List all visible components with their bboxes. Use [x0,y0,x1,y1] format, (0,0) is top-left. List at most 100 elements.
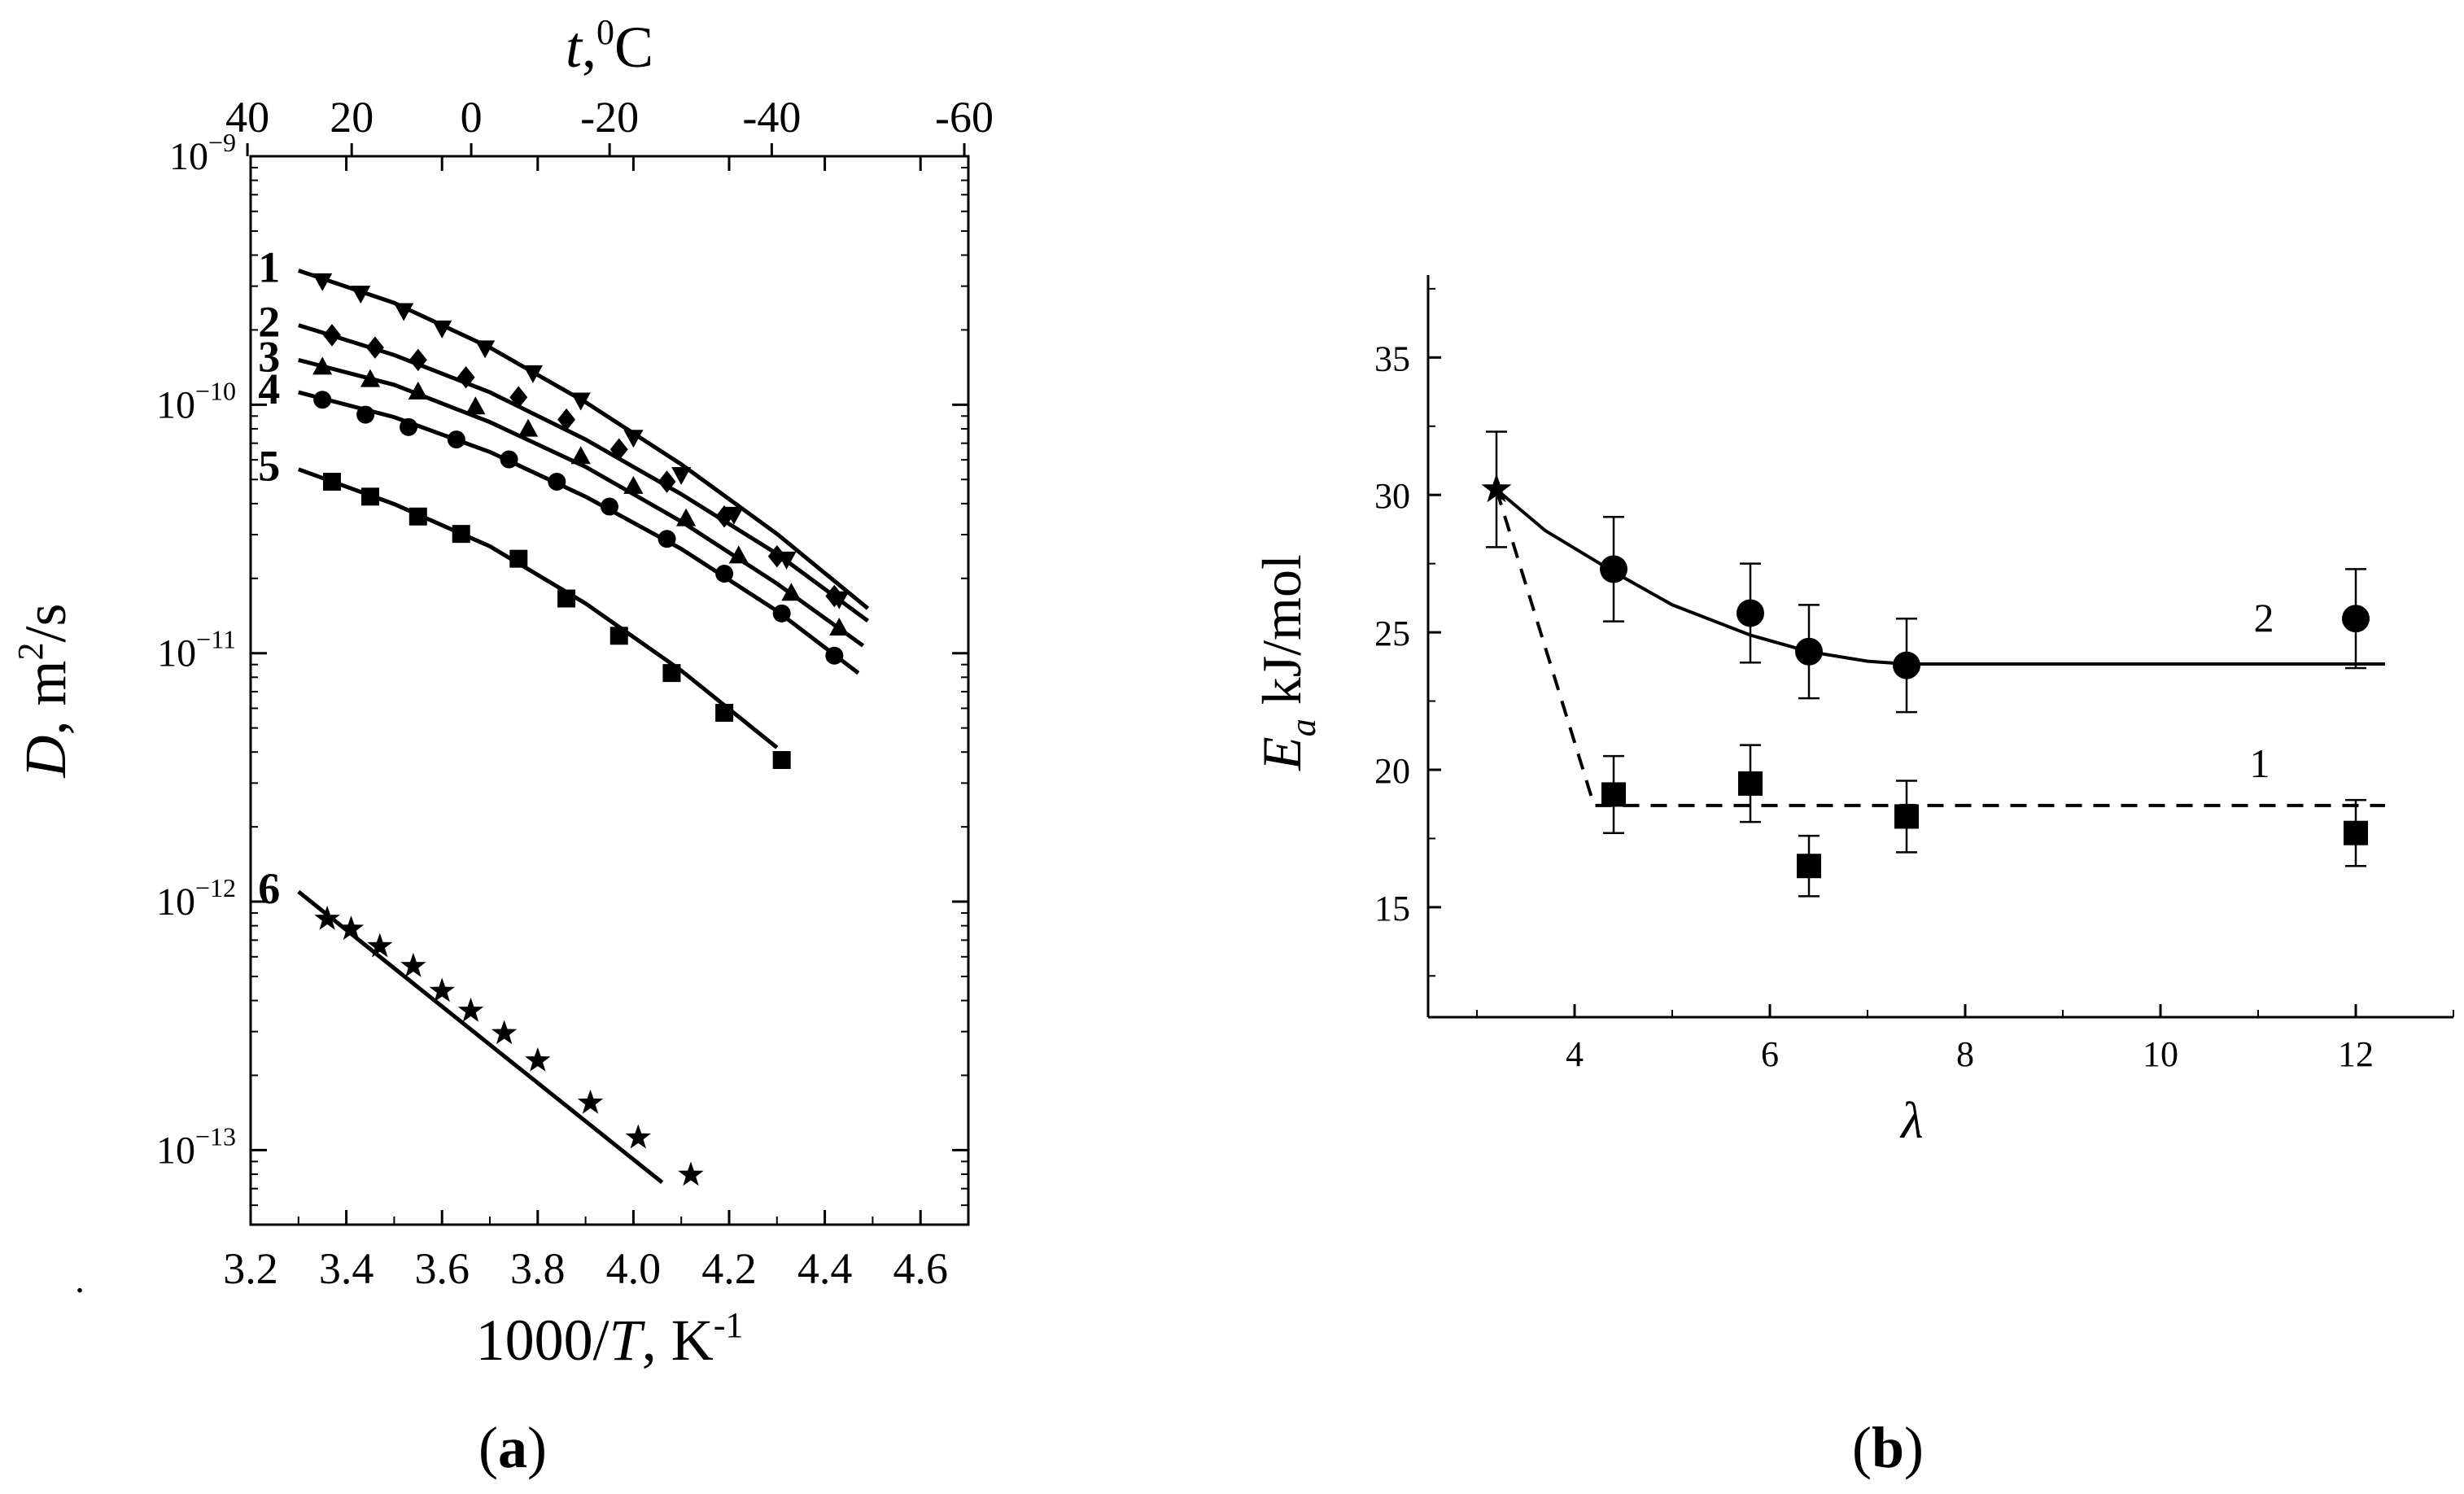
data-point [367,933,393,958]
x-axis-title: 1000/T, K-1 [476,1305,744,1373]
x-tick-label: 12 [2338,1034,2374,1074]
top-tick-label: 20 [330,93,374,142]
caption-paren-close: ) [1904,1415,1924,1480]
series-2-fit-line [1495,487,2385,666]
y-tick-label: 10−11 [157,625,236,675]
data-point [457,366,475,389]
data-point [429,977,455,1003]
data-point [313,391,332,409]
y-tick-exponent: −13 [195,1121,236,1151]
x-tick-label: 4.4 [797,1244,853,1293]
data-point [475,340,496,359]
y-axis-title-part: a [1283,719,1323,736]
data-point [715,505,734,528]
data-point [2344,820,2368,845]
caption-paren-open: ( [478,1415,498,1480]
y-tick-base: 10 [156,383,195,426]
data-point [548,473,566,491]
data-point [662,664,681,683]
data-point [322,473,341,491]
x-tick-label: 3.2 [223,1244,278,1293]
data-point [1738,771,1763,796]
y-tick-exponent: −9 [208,128,236,157]
series-shared-start [1481,430,1512,548]
y-axis-title-part: kJ/mol [1251,554,1313,719]
series-1: 1 [258,242,870,610]
series-label-1: 1 [2250,740,2270,786]
x-tick-label: 8 [1956,1034,1974,1074]
plot-frame [249,155,970,1226]
top-tick-label: 40 [225,93,269,142]
series-3: 3 [258,332,865,648]
x-axis-title-part: , K [642,1308,714,1373]
data-point [400,952,426,977]
data-point [767,544,786,568]
data-point [457,997,484,1022]
y-tick-base: 10 [169,135,208,178]
stray-dot: . [75,1258,85,1301]
y-axis-title-part: D [13,736,78,779]
series-label-2: 2 [2254,595,2274,640]
data-point [314,905,340,930]
top-axis-title-part: , [582,15,596,80]
data-point [525,1047,551,1072]
y-tick-base: 10 [157,632,196,675]
x-tick-label: 4.0 [606,1244,662,1293]
data-point [447,430,465,449]
data-point [675,508,697,526]
top-tick-label: -20 [580,93,639,142]
data-point [658,470,676,493]
y-tick-label: 10−12 [156,873,236,924]
panel-a-chart: 3.2 3.4 3.6 3.8 4.0 4.2 4.4 4.610−910−1010−1110… [11,12,994,1373]
series-6-line [297,889,664,1185]
series-6: 6 [258,864,704,1186]
y-tick-label: 15 [1374,889,1410,928]
data-point [715,564,734,583]
y-tick-exponent: −12 [195,873,236,902]
y-tick-label: 20 [1374,751,1410,791]
data-point [829,617,850,636]
y-tick-label: 10−9 [169,128,236,178]
data-point [500,450,518,469]
data-point [1893,651,1920,679]
series-label: 2 [258,298,280,347]
top-axis-title-part: C [614,15,653,80]
y-axis-title-part: , m [13,661,78,736]
y-axis-title-part: /s [13,603,78,642]
x-tick-label: 3.8 [510,1244,566,1293]
x-tick-label: 4 [1566,1034,1584,1074]
panel-a-caption: (a) [478,1415,547,1480]
data-point [394,303,414,321]
series-4: 4 [258,365,860,675]
data-point [509,386,528,408]
y-tick-label: 25 [1374,614,1410,653]
series-1 [1495,488,2385,898]
x-axis-title-part: T [609,1308,646,1373]
data-point [609,627,628,645]
x-tick-label: 3.6 [414,1244,470,1293]
x-tick-label: 6 [1761,1034,1779,1074]
top-axis-title-part: t [566,15,583,80]
data-point [360,369,381,387]
series-label: 1 [258,242,280,291]
data-point [351,286,371,304]
series-3-line [298,357,865,648]
caption-paren-open: ( [1852,1415,1872,1480]
data-point [715,703,734,722]
data-point [408,348,427,372]
x-tick-label: 4.2 [701,1244,757,1293]
data-point [522,365,544,383]
data-point [509,549,528,568]
data-point [408,507,427,526]
data-point [338,915,365,940]
y-tick-label: 30 [1374,476,1410,516]
data-point [452,525,470,544]
data-point [772,750,791,769]
caption-letter-a: a [498,1415,527,1480]
y-axis-title: Ea kJ/mol [1251,554,1323,771]
y-tick-base: 10 [156,880,195,924]
data-point [491,1020,518,1045]
data-point [678,1161,704,1186]
data-point [557,408,576,431]
data-point [570,392,591,411]
